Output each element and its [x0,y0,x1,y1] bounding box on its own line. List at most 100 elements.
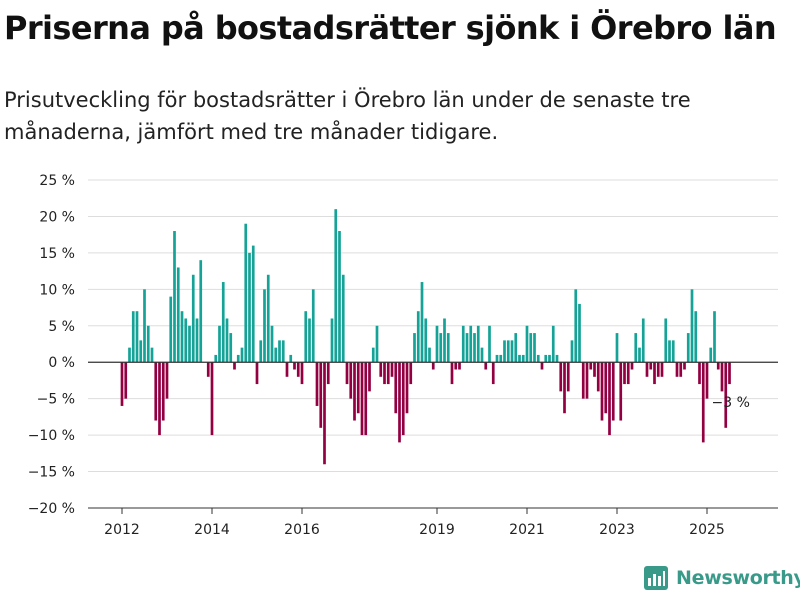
bar [705,362,709,399]
y-tick-label: −10 % [28,428,75,444]
bar [184,318,188,363]
bar [390,362,394,377]
bar [604,362,608,414]
bar [233,362,236,370]
y-tick-label: 5 % [48,319,75,335]
bar [383,362,386,385]
bar [716,362,720,370]
bar [589,362,593,370]
bar [266,274,270,363]
x-tick-label: 2021 [509,522,545,538]
bar [289,354,293,363]
bar [709,347,713,363]
y-tick-label: −5 % [37,392,75,408]
bar [296,362,300,377]
x-tick-label: 2012 [104,522,140,538]
x-tick-label: 2019 [419,522,455,538]
bar [581,362,585,399]
bar [165,362,169,399]
bar [293,362,296,370]
last-value-annotation: −3 % [712,395,750,411]
bar [510,340,514,363]
x-tick-label: 2025 [689,522,725,538]
bar [619,362,623,421]
y-tick-label: 25 % [39,173,75,189]
bar [428,347,431,363]
bar [656,362,660,377]
y-tick-label: 10 % [39,282,75,298]
bar [375,325,379,363]
bar [330,318,334,363]
bar [139,340,143,363]
bar [360,362,364,436]
bar [664,318,668,363]
bar [334,209,338,363]
bar [409,362,413,385]
bar [623,362,626,385]
bar [199,260,203,363]
bar [416,311,420,363]
bar [540,362,544,370]
bar [675,362,679,377]
bar [728,362,731,385]
bar [176,267,180,363]
bar [251,245,255,363]
bar [274,347,278,363]
bar [326,362,330,385]
bar-chart-logo-icon [644,566,668,590]
bar [476,325,480,363]
bar [713,311,716,363]
bar [458,362,461,370]
bar [368,362,371,392]
bar [161,362,165,421]
bar [401,362,405,436]
y-tick-label: −15 % [28,465,75,481]
bar [461,325,465,363]
bar [345,362,349,385]
bar [394,362,398,414]
bar [499,354,503,363]
bar [173,231,176,363]
bar [158,362,161,436]
bar [413,333,416,363]
chart-subtitle: Prisutveckling för bostadsrätter i Örebr… [4,88,691,144]
bar [638,347,641,363]
bar [536,354,540,363]
bars [120,209,731,465]
bar [548,354,551,363]
bar [371,347,375,363]
bar [356,362,360,414]
bar [566,362,570,392]
bar [364,362,368,436]
bar [443,318,446,363]
bar [694,311,698,363]
bar [683,362,686,370]
bar [690,289,694,363]
bar [484,362,488,370]
bar [450,362,454,385]
bar [465,333,469,363]
bar [533,333,536,363]
bar [398,362,401,443]
bar [701,362,705,443]
bar [300,362,304,385]
bar [634,333,638,363]
axes: −20 % −15 % −10 % −5 % 0 % 5 % 10 % 15 % 20 % 25 … [28,173,778,538]
bar [285,362,289,377]
bar [424,318,428,363]
bar [143,289,146,363]
bar [698,362,701,385]
bar [244,223,248,363]
bar [146,325,150,363]
bar [248,252,251,363]
bar [124,362,128,399]
bar [439,333,443,363]
bar [206,362,210,377]
bar [229,333,233,363]
bar [420,282,424,363]
bar [585,362,589,399]
bar [630,362,634,370]
bar [503,340,506,363]
bar [188,325,191,363]
bar [150,347,154,363]
